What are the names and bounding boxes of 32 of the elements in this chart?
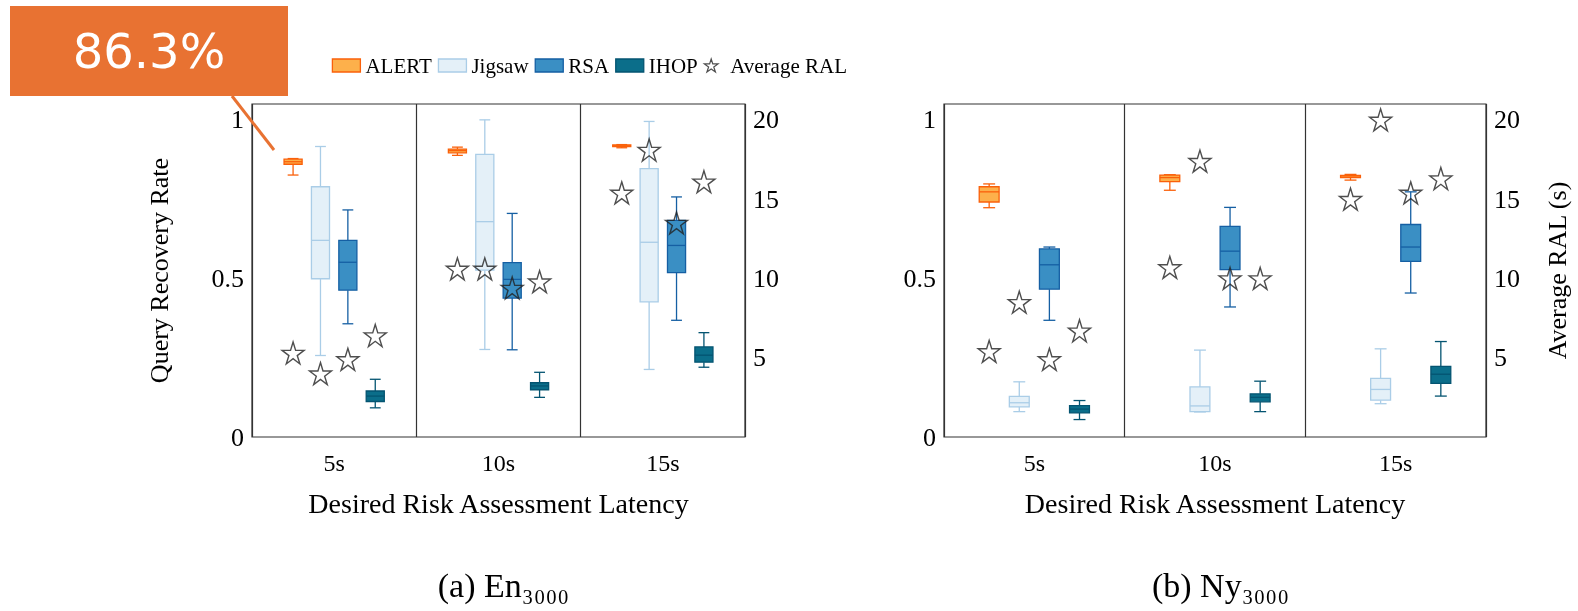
y2-tick-label: 10: [1494, 263, 1520, 293]
legend-label: RSA: [568, 53, 610, 78]
x-tick-label: 15s: [1378, 450, 1413, 476]
y-axis-title: Query Recovery Rate: [144, 157, 174, 384]
y-tick-label: 0: [923, 422, 936, 452]
y-tick-label: 0.5: [211, 263, 244, 293]
x-tick-label: 5s: [323, 450, 345, 476]
y2-tick-label: 15: [1494, 184, 1520, 214]
y2-axis-title: Average RAL (s): [1542, 181, 1572, 360]
text: 86.3%: [72, 23, 226, 79]
legend-label: ALERT: [365, 53, 432, 78]
y2-tick-label: 15: [753, 184, 779, 214]
x-tick-label: 5s: [1023, 450, 1046, 476]
legend-label: IHOP: [648, 53, 698, 78]
x-tick-label: 10s: [1198, 450, 1232, 476]
y-tick-label: 0: [231, 422, 244, 452]
x-tick-label: 10s: [481, 450, 516, 476]
y2-tick-label: 20: [1494, 105, 1520, 135]
y-tick-label: 1: [923, 105, 936, 135]
text: (a) En₃₀₀₀: [437, 566, 570, 605]
y-tick-label: 0.5: [903, 263, 936, 293]
legend-label: Average RAL: [730, 53, 847, 78]
y2-tick-label: 10: [753, 263, 779, 293]
legend-label: Jigsaw: [471, 53, 530, 78]
x-tick-label: 15s: [646, 450, 680, 476]
y2-tick-label: 5: [1494, 343, 1507, 373]
x-axis-title: Desired Risk Assessment Latency: [308, 487, 689, 519]
y-tick-label: 1: [231, 105, 244, 135]
text: (b) Ny₃₀₀₀: [1151, 566, 1290, 605]
y2-tick-label: 5: [753, 343, 766, 373]
y2-tick-label: 20: [753, 105, 779, 135]
x-axis-title: Desired Risk Assessment Latency: [1024, 487, 1406, 519]
